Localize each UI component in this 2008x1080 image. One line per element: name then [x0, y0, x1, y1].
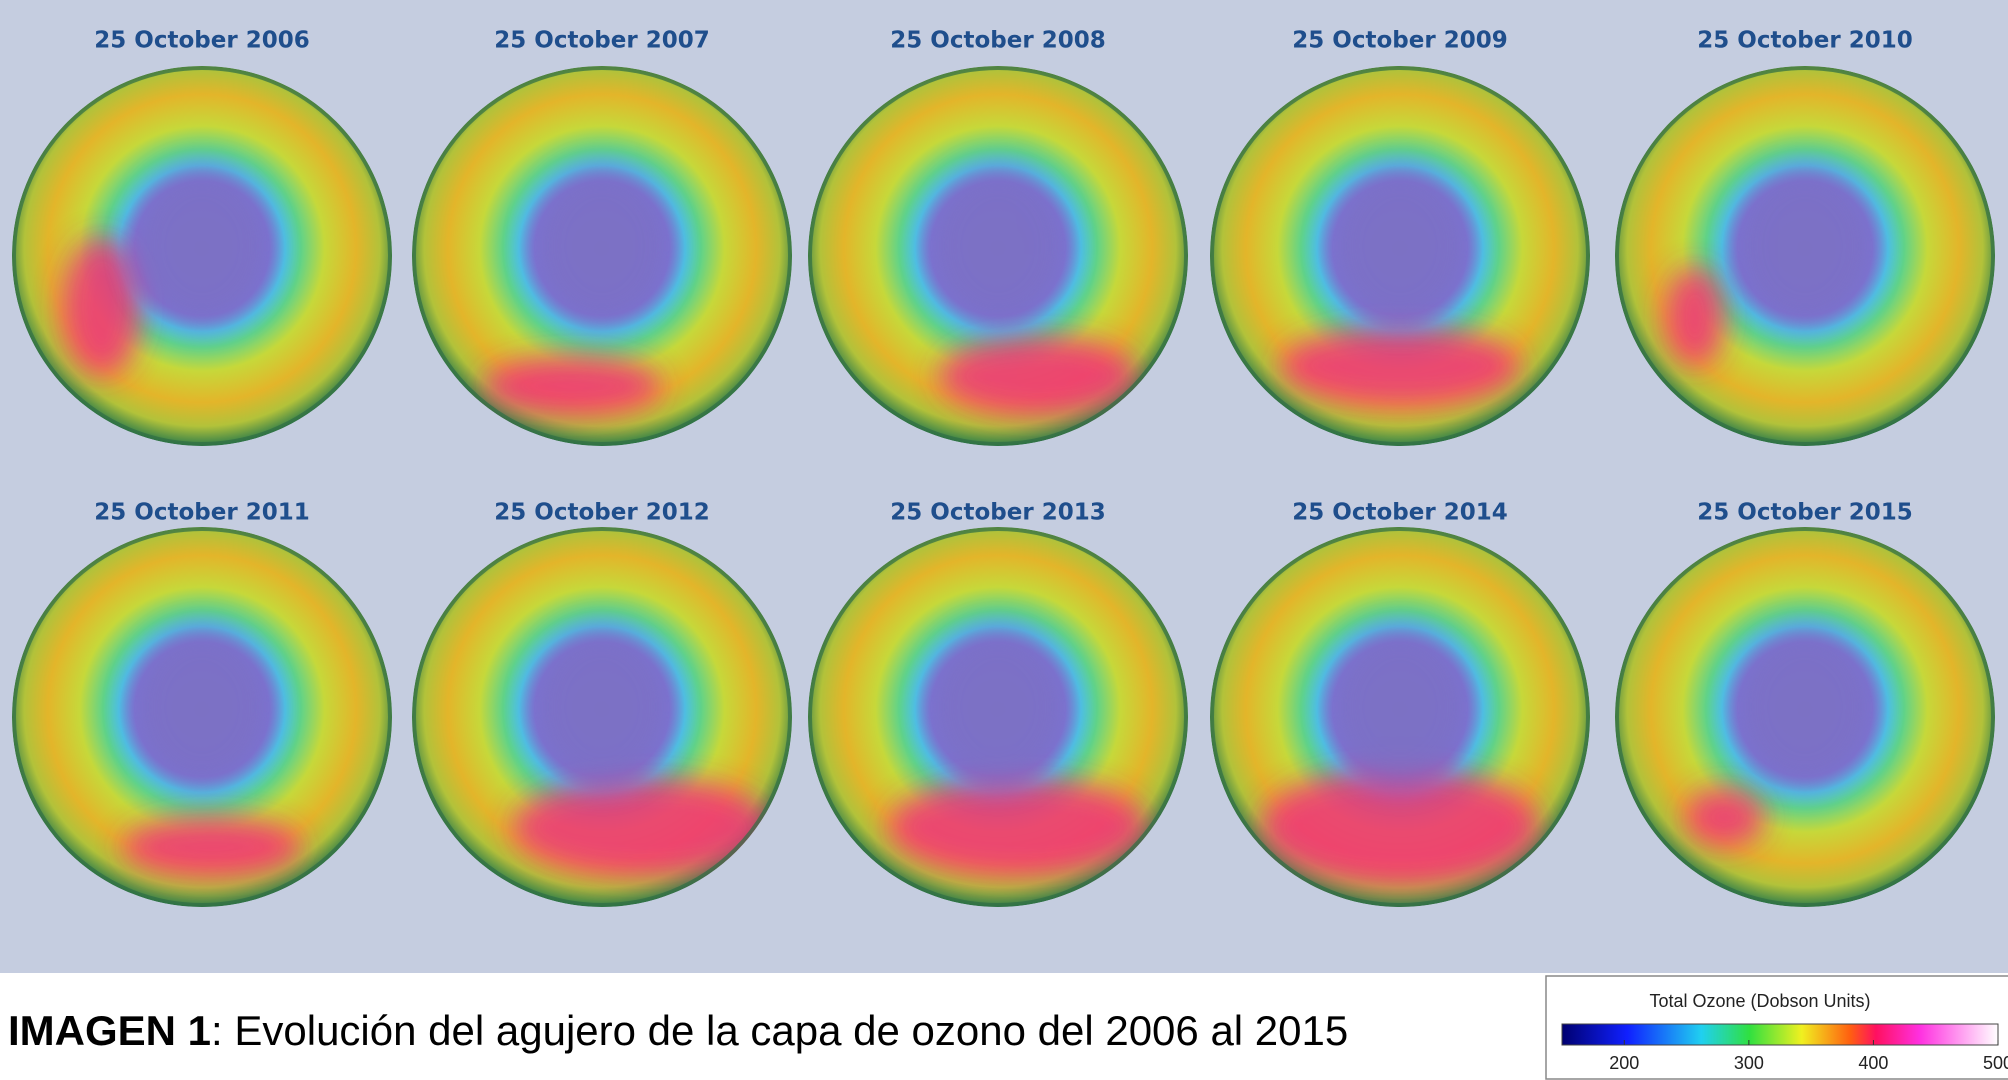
hole-core [928, 166, 1068, 326]
ozone-map [808, 66, 1188, 446]
hole-core [532, 166, 672, 326]
panel-title: 25 October 2007 [494, 28, 709, 54]
caption-label: IMAGEN 1 [8, 1007, 211, 1054]
high-ozone [482, 356, 662, 416]
panel-title: 25 October 2006 [94, 28, 309, 54]
hole-core [532, 627, 672, 787]
colorbar-tick-label: 300 [1734, 1053, 1764, 1073]
panel-title: 25 October 2010 [1697, 28, 1912, 54]
high-ozone [122, 817, 302, 877]
high-ozone [1280, 326, 1520, 406]
ozone-map [412, 527, 792, 907]
panel-title: 25 October 2012 [494, 500, 709, 526]
ozone-map [1210, 527, 1590, 907]
ozone-map [1615, 66, 1995, 446]
colorbar-tick-label: 200 [1609, 1053, 1639, 1073]
hole-core [1735, 166, 1875, 326]
hole-core [132, 627, 272, 787]
ozone-map [12, 527, 392, 907]
ozone-map [412, 66, 792, 446]
figure: 25 October 2006 25 October 2007 25 October… [0, 0, 2008, 1080]
hole-core [1735, 627, 1875, 787]
hole-core [1330, 166, 1470, 326]
ozone-map [1210, 66, 1590, 446]
ozone-map [808, 527, 1188, 907]
high-ozone [1685, 787, 1765, 847]
colorbar-scale [1562, 1024, 1998, 1045]
colorbar-title: Total Ozone (Dobson Units) [1649, 991, 1870, 1011]
panel-title: 25 October 2015 [1697, 500, 1912, 526]
panel-title: 25 October 2013 [890, 500, 1105, 526]
panel-title: 25 October 2008 [890, 28, 1105, 54]
page: 25 October 2006 25 October 2007 25 October… [0, 0, 2008, 1080]
panel-title: 25 October 2011 [94, 500, 309, 526]
high-ozone [1665, 266, 1725, 366]
hole-core [928, 627, 1068, 787]
colorbar-tick-label: 500 [1983, 1053, 2008, 1073]
caption-text: : Evolución del agujero de la capa de oz… [211, 1007, 1348, 1054]
hole-core [132, 166, 272, 326]
ozone-map [12, 66, 392, 446]
colorbar-tick-label: 400 [1858, 1053, 1888, 1073]
caption: IMAGEN 1: Evolución del agujero de la ca… [8, 1007, 1348, 1054]
high-ozone [938, 336, 1138, 416]
hole-core [1330, 627, 1470, 787]
panel-title: 25 October 2009 [1292, 28, 1507, 54]
ozone-map [1615, 527, 1995, 907]
high-ozone [888, 777, 1148, 877]
high-ozone [62, 236, 142, 376]
panel-title: 25 October 2014 [1292, 500, 1507, 526]
